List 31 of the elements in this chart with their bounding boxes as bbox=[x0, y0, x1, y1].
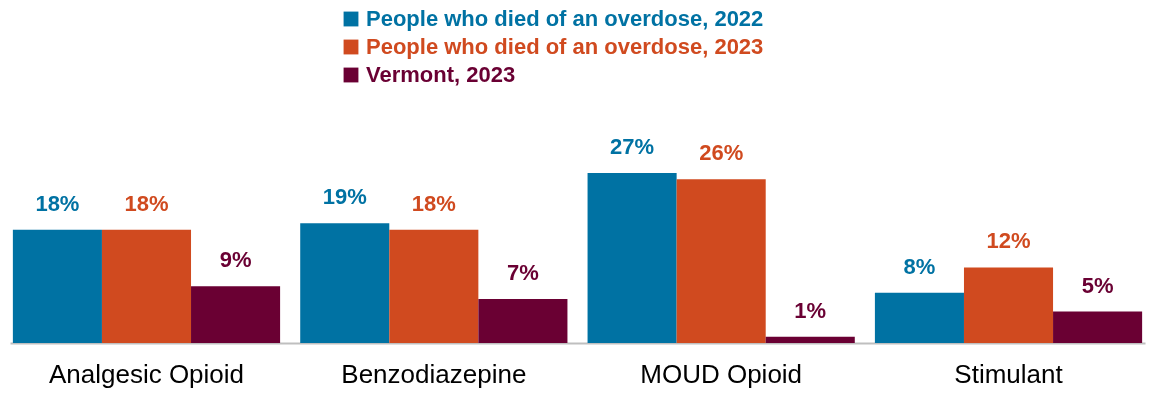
bar bbox=[101, 229, 192, 343]
data-label: 18% bbox=[35, 190, 80, 216]
data-label: 9% bbox=[219, 247, 252, 273]
bar bbox=[963, 267, 1054, 343]
legend-label: People who died of an overdose, 2023 bbox=[366, 34, 764, 59]
data-label: 26% bbox=[699, 140, 744, 166]
bar bbox=[1053, 311, 1143, 343]
bar bbox=[389, 229, 479, 343]
legend-label: Vermont, 2023 bbox=[366, 62, 516, 87]
bar bbox=[12, 229, 102, 343]
bar bbox=[874, 292, 964, 343]
x-tick-label: Stimulant bbox=[954, 358, 1064, 389]
data-label: 7% bbox=[507, 259, 539, 285]
x-tick-label: Benzodiazepine bbox=[341, 358, 527, 389]
data-label: 8% bbox=[903, 253, 936, 279]
bar bbox=[478, 298, 568, 343]
bar bbox=[765, 336, 855, 343]
bar bbox=[300, 223, 390, 343]
data-label: 27% bbox=[610, 134, 655, 159]
x-tick-label: Analgesic Opioid bbox=[48, 358, 245, 389]
bar bbox=[676, 179, 766, 343]
data-label: 18% bbox=[411, 190, 456, 216]
data-label: 19% bbox=[322, 184, 367, 210]
bar bbox=[587, 173, 677, 343]
data-label: 18% bbox=[124, 190, 169, 216]
bar bbox=[191, 286, 281, 343]
data-label: 5% bbox=[1081, 272, 1114, 298]
data-label: 1% bbox=[794, 297, 827, 323]
x-tick-label: MOUD Opioid bbox=[640, 358, 803, 389]
legend-label: People who died of an overdose, 2022 bbox=[366, 6, 764, 31]
data-label: 12% bbox=[986, 228, 1031, 254]
